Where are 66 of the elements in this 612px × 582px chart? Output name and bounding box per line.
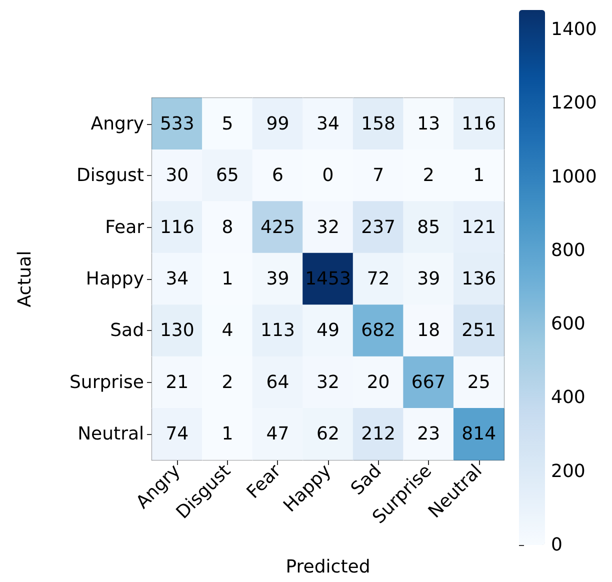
data-label: 425 — [260, 216, 295, 238]
y-tick-label: Sad — [110, 320, 144, 342]
x-axis-title: Predicted — [286, 556, 370, 578]
data-label: 7 — [372, 165, 384, 186]
data-label: 1 — [222, 268, 234, 290]
data-label: 39 — [417, 268, 440, 290]
data-label: 20 — [366, 372, 390, 393]
data-label: 99 — [266, 113, 290, 134]
data-label: 49 — [316, 320, 340, 342]
data-label: 8 — [222, 216, 234, 238]
data-label: 34 — [316, 113, 340, 134]
data-label: 5 — [222, 113, 234, 134]
data-label: 682 — [361, 320, 396, 342]
data-label: 23 — [417, 424, 440, 445]
data-label: 1 — [473, 165, 485, 186]
data-label: 116 — [160, 216, 194, 238]
y-tick-label: Disgust — [76, 165, 144, 186]
data-label: 18 — [417, 320, 440, 342]
data-label: 62 — [316, 424, 340, 445]
data-label: 237 — [361, 216, 396, 238]
data-label: 39 — [266, 268, 290, 290]
data-label: 13 — [417, 113, 440, 134]
y-tick-label: Neutral — [78, 424, 144, 445]
data-label: 116 — [462, 113, 496, 134]
data-label: 113 — [260, 320, 295, 342]
data-label: 667 — [411, 372, 446, 393]
data-label: 21 — [166, 372, 189, 393]
color-bar-label: 800 — [551, 240, 586, 261]
data-label: 136 — [462, 268, 496, 290]
data-label: 32 — [316, 372, 340, 393]
y-tick-label: Angry — [90, 113, 144, 134]
data-label: 34 — [166, 268, 189, 290]
data-label: 121 — [462, 216, 496, 238]
y-tick-label: Fear — [105, 216, 145, 238]
data-label: 158 — [361, 113, 396, 134]
data-label: 251 — [462, 320, 496, 342]
data-label: 25 — [467, 372, 490, 393]
data-label: 65 — [216, 165, 239, 186]
data-label: 74 — [166, 424, 189, 445]
color-bar-label: 1200 — [551, 92, 597, 114]
data-label: 2 — [422, 165, 434, 186]
data-label: 814 — [462, 424, 496, 445]
color-bar-label: 1000 — [551, 166, 597, 188]
color-bar-label: 200 — [551, 460, 586, 482]
data-label: 72 — [366, 268, 390, 290]
data-label: 1 — [222, 424, 234, 445]
data-label: 47 — [266, 424, 290, 445]
data-label: 1453 — [305, 268, 351, 290]
data-label: 4 — [222, 320, 234, 342]
y-tick-label: Happy — [86, 268, 144, 290]
data-label: 6 — [272, 165, 284, 186]
color-bar-label: 600 — [551, 314, 586, 335]
data-label: 32 — [316, 216, 340, 238]
data-label: 85 — [417, 216, 440, 238]
data-label: 130 — [160, 320, 194, 342]
data-label: 64 — [266, 372, 290, 393]
data-label: 212 — [361, 424, 396, 445]
color-bar-label: 400 — [551, 387, 586, 408]
color-bar-label: 0 — [551, 534, 562, 556]
data-label: 533 — [160, 113, 194, 134]
data-label: 30 — [166, 165, 189, 186]
data-label: 2 — [222, 372, 234, 393]
data-label: 0 — [322, 165, 334, 186]
y-tick-label: Surprise — [69, 372, 144, 393]
color-bar-label: 1400 — [551, 19, 597, 40]
y-axis-title: Actual — [14, 250, 36, 308]
